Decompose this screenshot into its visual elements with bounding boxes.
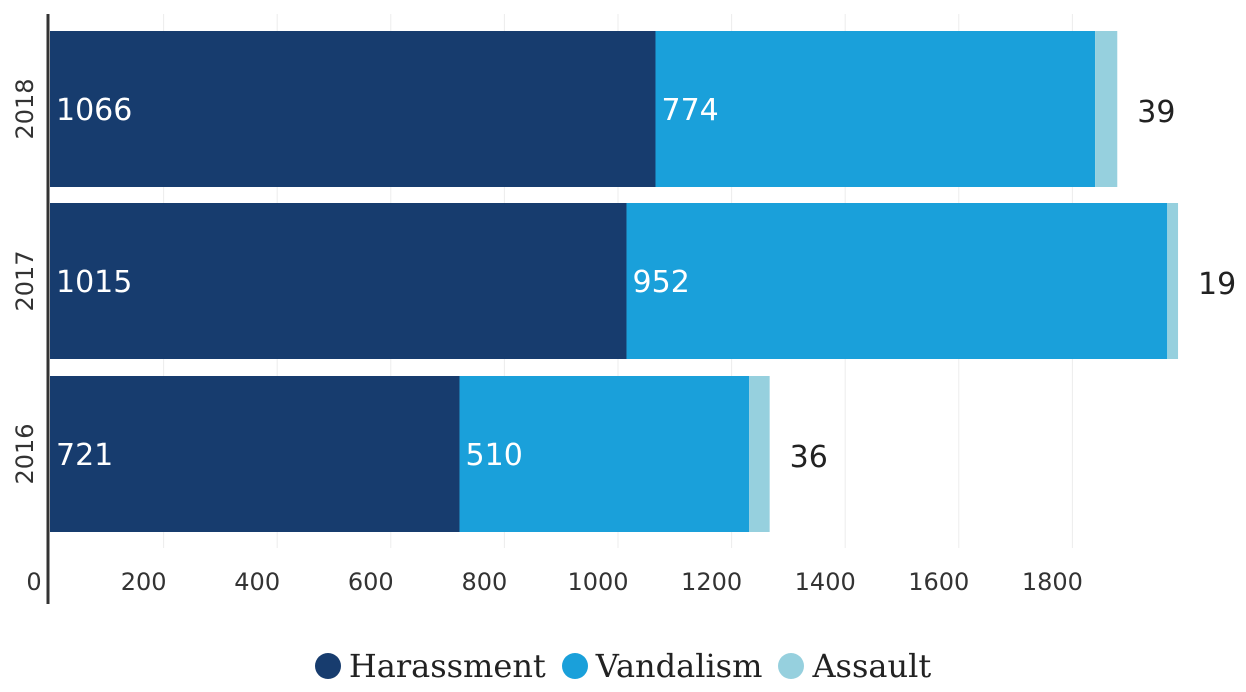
x-tick-label-1600: 1600	[908, 568, 969, 596]
bar-harassment-2018	[50, 31, 656, 187]
bar-vandalism-2018	[655, 31, 1096, 187]
x-tick-label-1200: 1200	[681, 568, 742, 596]
chart: 1066 774 39 1015 952 19 721 510 36 2018 2017 2016 0 2…	[11, 14, 1236, 604]
bar-harassment-2017	[50, 203, 627, 359]
x-tick-label-1000: 1000	[567, 568, 628, 596]
bar-assault-2016	[749, 376, 770, 532]
bar-vandalism-2016	[459, 376, 750, 532]
legend-item-assault: Assault	[778, 647, 931, 685]
x-tick-label-0: 0	[26, 568, 41, 596]
category-label-2018: 2018	[11, 78, 39, 139]
legend-swatch-vandalism	[561, 653, 588, 679]
legend-label-vandalism: Vandalism	[595, 647, 763, 685]
legend: Harassment Vandalism Assault	[0, 640, 1246, 692]
value-label-assault-2016: 36	[790, 440, 828, 475]
category-label-2017: 2017	[11, 250, 39, 311]
x-tick-label-1400: 1400	[795, 568, 856, 596]
bar-assault-2017	[1167, 203, 1179, 359]
value-label-vandalism-2016: 510	[466, 438, 523, 473]
value-label-assault-2017: 19	[1198, 267, 1236, 302]
value-label-vandalism-2017: 952	[633, 265, 690, 300]
legend-item-vandalism: Vandalism	[561, 647, 763, 685]
x-tick-label-800: 800	[461, 568, 507, 596]
bar-harassment-2016	[50, 376, 460, 532]
x-tick-label-600: 600	[348, 568, 394, 596]
value-label-harassment-2017: 1015	[56, 265, 132, 300]
x-tick-label-400: 400	[234, 568, 280, 596]
bar-assault-2018	[1095, 31, 1118, 187]
value-label-harassment-2016: 721	[56, 438, 113, 473]
bar-vandalism-2017	[626, 203, 1168, 359]
value-label-harassment-2018: 1066	[56, 93, 132, 128]
value-label-assault-2018: 39	[1137, 95, 1175, 130]
x-tick-label-200: 200	[121, 568, 167, 596]
legend-label-assault: Assault	[812, 647, 932, 685]
x-tick-label-1800: 1800	[1022, 568, 1083, 596]
legend-label-harassment: Harassment	[348, 647, 546, 685]
category-label-2016: 2016	[11, 423, 39, 484]
legend-swatch-harassment	[314, 653, 341, 679]
legend-swatch-assault	[778, 653, 805, 679]
value-label-vandalism-2018: 774	[661, 93, 718, 128]
legend-item-harassment: Harassment	[314, 647, 546, 685]
